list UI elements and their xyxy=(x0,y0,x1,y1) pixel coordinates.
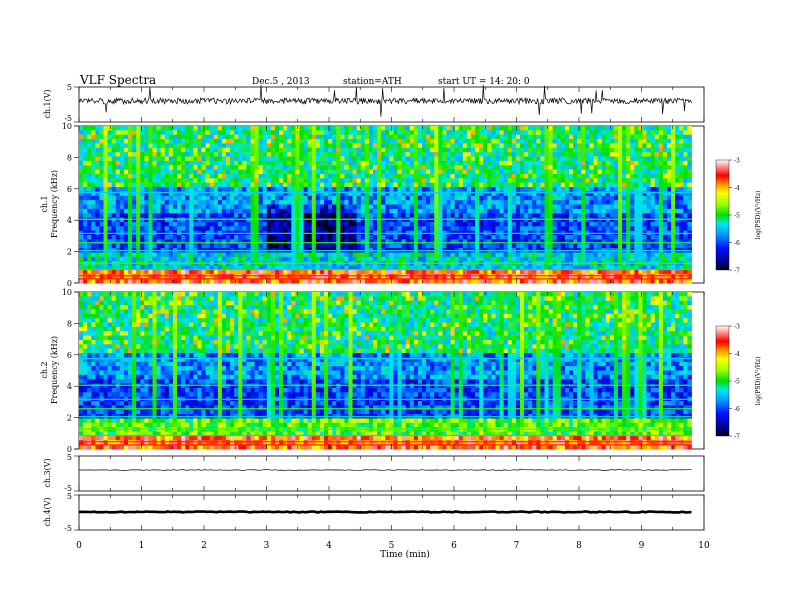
x-tick-label: 0 xyxy=(76,541,82,551)
x-tick-label: 8 xyxy=(576,541,582,551)
colorbar-tick-label: -5 xyxy=(734,213,740,220)
spec-ytick-label: 10 xyxy=(62,288,72,297)
ch2-spec-ylabel-channel: ch.2 xyxy=(40,361,49,378)
ch1-wave-frame xyxy=(78,86,705,123)
x-tick-label: 9 xyxy=(639,541,645,551)
x-tick-label: 7 xyxy=(514,541,520,551)
ch1-spec-ylabel-channel: ch.1 xyxy=(40,195,49,212)
x-ticklabels: 0 1 2 3 4 5 6 7 8 9 10 xyxy=(76,541,710,551)
spec-ytick-label: 4 xyxy=(67,382,72,391)
spec-ytick-label: 8 xyxy=(67,319,72,328)
x-tick-label: 1 xyxy=(139,541,145,551)
axis-ticks xyxy=(74,86,705,531)
ch1-spec-ylabel-frequency: Frequency (kHz) xyxy=(50,170,59,238)
colorbar-tick-label: -7 xyxy=(734,268,740,275)
ch1-wave-ytick-bottom: -5 xyxy=(64,114,72,123)
spec-ytick-label: 2 xyxy=(67,248,72,257)
ch2-colorbar xyxy=(715,325,730,437)
colorbar-tick-label: -5 xyxy=(734,379,740,386)
ch4-waveform-line xyxy=(78,510,692,514)
colorbar-tick-label: -4 xyxy=(734,185,740,192)
x-axis-label: Time (min) xyxy=(380,549,430,560)
x-tick-label: 6 xyxy=(451,541,457,551)
ch2-spec-yticklabels: 10 8 6 4 2 0 xyxy=(62,288,79,454)
ch3-waveform-line xyxy=(78,469,692,471)
ch1-waveform-line xyxy=(78,85,692,117)
colorbar-tick-label: -6 xyxy=(734,406,740,413)
ch1-colorbar-label: log(PSD)(V²/Hz) xyxy=(755,191,762,240)
station-label: station=ATH xyxy=(343,77,402,87)
ch4-wave-ylabel: ch.4(V) xyxy=(43,497,52,526)
x-tick-label: 10 xyxy=(698,541,710,551)
start-time-label: start UT = 14: 20: 0 xyxy=(438,77,530,87)
ch4-wave-ytick-top: 5 xyxy=(67,492,72,501)
ch1-colorbar xyxy=(715,159,730,271)
ch2-colorbar-label: log(PSD)(V²/Hz) xyxy=(755,357,762,406)
ch2-spec-ylabel-frequency: Frequency (kHz) xyxy=(50,336,59,404)
colorbar-tick-label: -7 xyxy=(734,434,740,441)
colorbar-tick-label: -3 xyxy=(734,324,740,331)
ch3-wave-frame xyxy=(78,455,705,492)
figure-title: VLF Spectra xyxy=(79,73,156,87)
colorbar-tick-label: -4 xyxy=(734,351,740,358)
ch2-spectrogram-image xyxy=(79,292,692,450)
spec-ytick-label: 0 xyxy=(67,445,72,454)
x-tick-label: 3 xyxy=(264,541,270,551)
colorbar-tick-label: -3 xyxy=(734,158,740,165)
ch1-spectrogram-image xyxy=(79,126,692,284)
ch4-wave-ytick-bottom: -5 xyxy=(64,524,72,533)
ch1-spec-yticklabels: 10 8 6 4 2 0 xyxy=(62,122,79,288)
x-tick-label: 4 xyxy=(326,541,332,551)
spec-ytick-label: 6 xyxy=(67,185,72,194)
x-tick-label: 2 xyxy=(201,541,207,551)
ch3-wave-ytick-bottom: -5 xyxy=(64,484,72,493)
spec-ytick-label: 2 xyxy=(67,414,72,423)
ch3-wave-ylabel: ch.3(V) xyxy=(43,458,52,487)
x-tick-label: 5 xyxy=(389,541,395,551)
spec-ytick-label: 6 xyxy=(67,351,72,360)
colorbar-tick-label: -6 xyxy=(734,240,740,247)
ch3-wave-ytick-top: 5 xyxy=(67,453,72,462)
spec-ytick-label: 0 xyxy=(67,279,72,288)
spec-ytick-label: 8 xyxy=(67,153,72,162)
ch1-wave-ylabel: ch.1(V) xyxy=(43,89,52,118)
ch1-wave-ytick-top: 5 xyxy=(67,83,72,92)
date-label: Dec.5 , 2013 xyxy=(252,77,310,87)
spec-ytick-label: 10 xyxy=(62,122,72,131)
colorbar-ticks: -3 -4 -5 -6 -7 -3 -4 -5 -6 -7 xyxy=(729,158,740,441)
spec-ytick-label: 4 xyxy=(67,216,72,225)
